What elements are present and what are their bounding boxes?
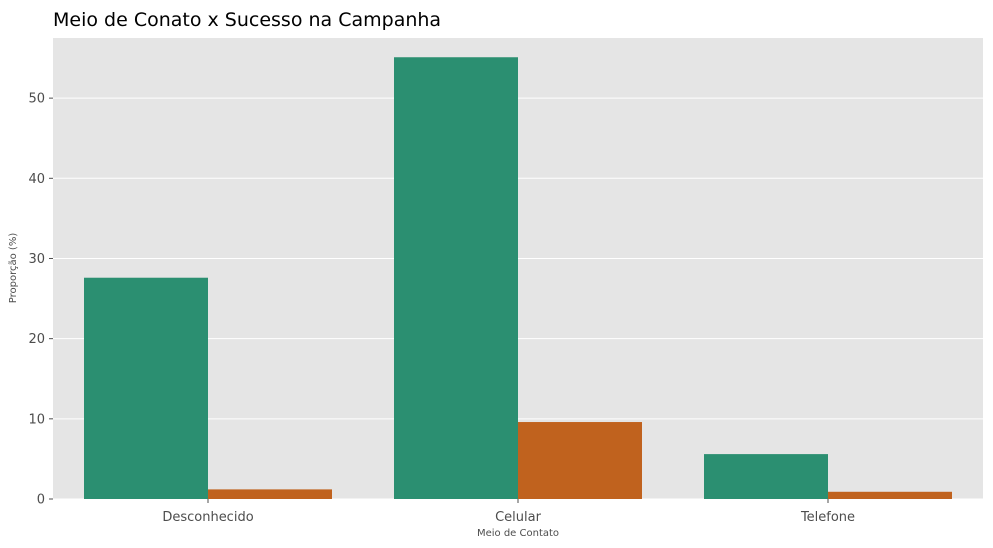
x-axis-ticks: Desconhecido Celular Telefone [162,499,855,525]
y-axis-label: Proporção (%) [8,233,19,304]
chart-title: Meio de Conato x Sucesso na Campanha [53,9,441,31]
x-tick-label: Desconhecido [162,510,253,525]
x-tick-label: Celular [495,510,542,525]
y-tick-label: 40 [28,172,45,187]
y-tick-label: 50 [28,92,45,107]
bar-celular-series-2 [518,422,642,499]
bar-celular-series-1 [394,57,518,500]
y-tick-label: 0 [37,493,45,508]
y-tick-label: 20 [28,332,45,347]
y-tick-label: 10 [28,412,45,427]
bars [84,57,952,500]
bar-desconhecido-series-1 [84,277,208,499]
x-axis-label: Meio de Contato [477,528,559,539]
bar-telefone-series-1 [704,454,828,499]
x-tick-label: Telefone [800,510,855,525]
y-tick-label: 30 [28,252,45,267]
bar-telefone-series-2 [828,491,952,499]
bar-desconhecido-series-2 [208,489,332,499]
y-axis-ticks: 0 10 20 30 40 50 [28,92,53,508]
